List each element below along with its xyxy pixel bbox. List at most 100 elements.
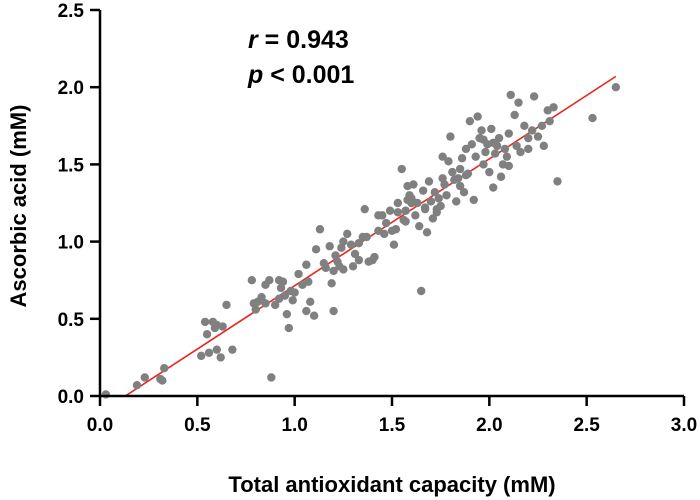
data-point: [257, 292, 266, 302]
data-point: [132, 380, 142, 390]
data-point: [288, 296, 297, 305]
data-point: [311, 245, 321, 254]
data-point: [422, 228, 432, 237]
data-point: [329, 266, 338, 276]
x-tick-label: 2.0: [476, 415, 502, 436]
p-symbol: p: [247, 61, 263, 89]
y-ticks: 0.0 0.5 1.0 1.5 2.0 2.5: [58, 1, 100, 408]
data-point: [533, 132, 543, 141]
data-point: [444, 157, 453, 166]
data-point: [417, 286, 426, 296]
data-point: [489, 183, 498, 192]
data-point: [362, 232, 371, 242]
data-point: [321, 263, 331, 273]
data-point: [261, 299, 270, 308]
data-point: [212, 345, 221, 354]
data-point: [267, 373, 276, 382]
data-point: [471, 152, 480, 161]
data-point: [434, 194, 443, 203]
data-point: [302, 306, 311, 316]
data-point: [401, 206, 410, 215]
data-point: [306, 297, 315, 307]
data-point: [438, 174, 447, 183]
x-tick-label: 1.5: [379, 415, 406, 436]
data-point: [527, 126, 537, 135]
data-point: [354, 238, 364, 248]
y-tick-label: 1.0: [58, 233, 84, 254]
data-point: [420, 203, 430, 212]
axes: [98, 10, 684, 398]
data-point: [397, 164, 406, 174]
data-point: [485, 167, 494, 177]
p-annotation: p < 0.001: [247, 61, 354, 89]
data-point: [389, 240, 399, 249]
data-point: [350, 249, 360, 259]
y-axis-title: Ascorbic acid (mM): [6, 105, 31, 308]
data-point: [465, 116, 475, 126]
y-tick-label: 2.0: [58, 78, 84, 99]
data-point: [516, 147, 525, 157]
data-point: [302, 260, 311, 269]
data-point: [539, 141, 549, 151]
data-point: [329, 306, 338, 316]
data-point: [278, 277, 288, 286]
data-point: [197, 351, 206, 361]
data-point: [448, 167, 457, 177]
data-point: [251, 305, 260, 314]
y-tick-label: 0.0: [58, 387, 84, 408]
y-tick-label: 0.5: [58, 310, 85, 331]
data-point: [529, 92, 539, 101]
data-point: [325, 242, 334, 251]
data-point: [385, 206, 395, 215]
x-tick-label: 0.5: [184, 415, 211, 436]
x-ticks: 0.0 0.5 1.0 1.5 2.0 2.5 3.0: [87, 396, 697, 436]
data-point: [426, 197, 436, 206]
x-tick-label: 1.0: [281, 415, 307, 436]
data-point: [393, 198, 403, 208]
data-point: [415, 221, 424, 231]
data-point: [479, 135, 488, 144]
data-point: [481, 147, 490, 157]
data-point: [514, 98, 523, 107]
data-point: [401, 217, 410, 226]
data-point: [304, 277, 313, 286]
data-point: [327, 279, 336, 288]
data-point: [407, 194, 416, 203]
data-point: [360, 204, 369, 214]
data-point: [370, 252, 379, 262]
x-tick-label: 2.5: [573, 415, 600, 436]
data-point: [271, 300, 280, 310]
data-point: [479, 160, 488, 169]
data-point: [393, 208, 403, 217]
data-point: [294, 269, 303, 279]
data-point: [489, 138, 498, 147]
data-point: [453, 174, 463, 183]
data-point: [510, 110, 519, 120]
data-point: [490, 149, 500, 158]
x-axis-title: Total antioxidant capacity (mM): [228, 472, 555, 497]
data-point: [315, 225, 325, 234]
data-point: [438, 152, 447, 161]
data-point: [158, 376, 167, 385]
data-point: [218, 322, 227, 331]
data-point: [381, 218, 391, 228]
data-point: [477, 126, 486, 135]
data-point: [588, 113, 597, 123]
data-points: [101, 83, 621, 399]
data-point: [140, 373, 149, 382]
data-point: [374, 211, 383, 220]
data-point: [339, 237, 348, 246]
data-point: [247, 276, 257, 285]
x-tick-label: 0.0: [87, 415, 113, 436]
data-point: [428, 214, 438, 223]
data-point: [461, 171, 471, 180]
data-point: [346, 240, 356, 249]
x-tick-label: 3.0: [671, 415, 697, 436]
data-point: [455, 164, 465, 174]
data-point: [549, 103, 558, 112]
p-value: < 0.001: [263, 61, 354, 89]
y-tick-label: 1.5: [58, 155, 85, 176]
r-value: = 0.943: [258, 26, 349, 54]
y-tick-label: 2.5: [58, 1, 85, 22]
